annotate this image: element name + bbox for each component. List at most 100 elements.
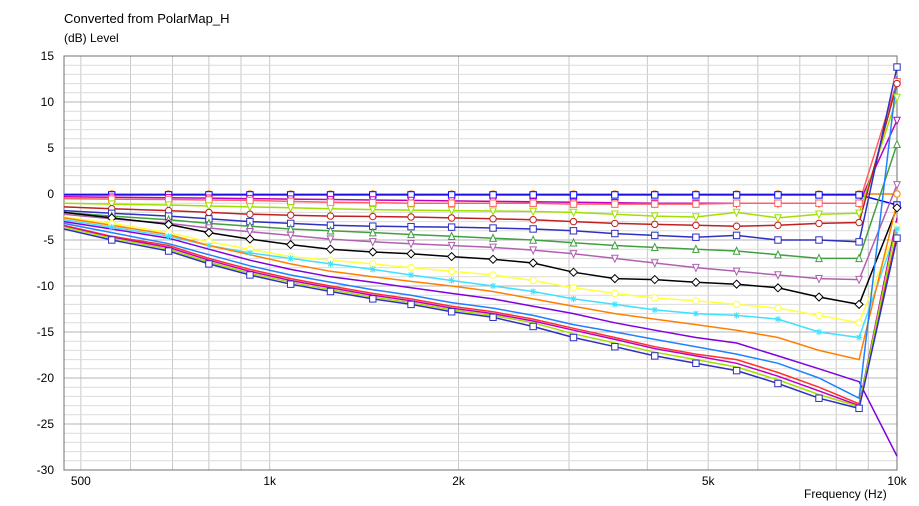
- data-point: [326, 225, 335, 235]
- data-point: [407, 263, 415, 272]
- data-point: [489, 271, 497, 279]
- data-point: [446, 251, 457, 262]
- data-point: [774, 236, 782, 244]
- data-point: [326, 212, 335, 220]
- data-point: [489, 313, 497, 321]
- data-point: [732, 231, 741, 240]
- data-point: [447, 241, 456, 251]
- data-point: [892, 203, 902, 213]
- data-point: [893, 93, 901, 103]
- data-point: [815, 311, 823, 320]
- data-point: [691, 244, 700, 253]
- data-point: [815, 219, 823, 228]
- x-axis-label: Frequency (Hz): [804, 487, 887, 501]
- data-point: [610, 273, 620, 284]
- data-point: [610, 254, 619, 264]
- data-point: [447, 191, 456, 199]
- data-point: [569, 217, 578, 226]
- data-point: [650, 242, 659, 252]
- data-point: [893, 63, 901, 71]
- data-point: [448, 277, 455, 284]
- data-point: [569, 191, 578, 199]
- data-point: [651, 306, 658, 314]
- data-point: [610, 240, 619, 250]
- data-point: [692, 200, 700, 208]
- x-tick-label: 5k: [702, 474, 716, 488]
- data-point: [692, 233, 700, 241]
- data-point: [165, 233, 172, 240]
- data-point: [369, 260, 377, 268]
- data-point: [326, 198, 335, 206]
- data-point: [246, 196, 254, 205]
- data-point: [731, 279, 742, 289]
- data-point: [569, 333, 578, 342]
- data-point: [568, 267, 579, 277]
- data-point: [732, 267, 741, 277]
- data-point: [611, 343, 619, 351]
- data-point: [855, 191, 863, 199]
- data-point: [691, 263, 700, 273]
- data-point: [528, 258, 538, 268]
- data-point: [164, 201, 173, 211]
- data-point: [815, 236, 823, 244]
- data-point: [692, 191, 700, 199]
- data-point: [815, 328, 823, 336]
- data-point: [489, 199, 497, 207]
- data-point: [368, 238, 377, 247]
- data-point: [651, 200, 659, 208]
- data-point: [368, 205, 377, 215]
- data-point: [691, 213, 700, 223]
- data-point: [447, 206, 456, 216]
- data-point: [569, 200, 578, 208]
- data-point: [651, 294, 659, 302]
- data-point: [732, 191, 741, 199]
- data-point: [205, 196, 213, 204]
- data-point: [815, 274, 823, 284]
- data-point: [164, 247, 173, 255]
- data-point: [246, 249, 254, 257]
- y-tick-label: 10: [41, 95, 55, 109]
- data-point: [368, 247, 378, 257]
- data-point: [246, 271, 254, 279]
- data-point: [774, 304, 782, 312]
- data-point: [205, 242, 213, 249]
- data-point: [773, 283, 783, 293]
- data-point: [692, 221, 700, 229]
- data-point: [107, 200, 116, 210]
- data-point: [163, 219, 174, 230]
- data-point: [611, 301, 619, 308]
- data-point: [732, 208, 741, 218]
- data-point: [692, 310, 700, 317]
- data-point: [732, 199, 741, 207]
- data-point: [327, 260, 334, 268]
- data-point: [773, 271, 782, 280]
- series-line: [63, 81, 898, 205]
- data-point: [893, 116, 901, 126]
- data-point: [650, 274, 660, 285]
- data-point: [855, 209, 864, 219]
- data-point: [611, 229, 619, 238]
- data-point: [286, 197, 295, 206]
- data-point: [773, 249, 782, 259]
- y-tick-label: -30: [37, 463, 55, 477]
- data-point: [815, 394, 823, 402]
- data-point: [692, 297, 700, 305]
- data-point: [369, 266, 376, 273]
- data-point: [407, 239, 416, 249]
- data-point: [893, 225, 901, 233]
- data-point: [651, 231, 659, 240]
- data-point: [893, 79, 901, 88]
- data-point: [651, 352, 659, 360]
- data-point: [489, 191, 497, 199]
- data-point: [447, 231, 456, 241]
- data-point: [489, 215, 497, 223]
- x-tick-label: 1k: [263, 474, 277, 488]
- data-point: [815, 199, 823, 207]
- series-line: [63, 76, 898, 400]
- data-point: [447, 214, 456, 222]
- data-point: [893, 181, 901, 190]
- data-point: [368, 227, 377, 237]
- data-point: [488, 254, 498, 265]
- data-point: [611, 191, 619, 199]
- data-point: [286, 280, 295, 288]
